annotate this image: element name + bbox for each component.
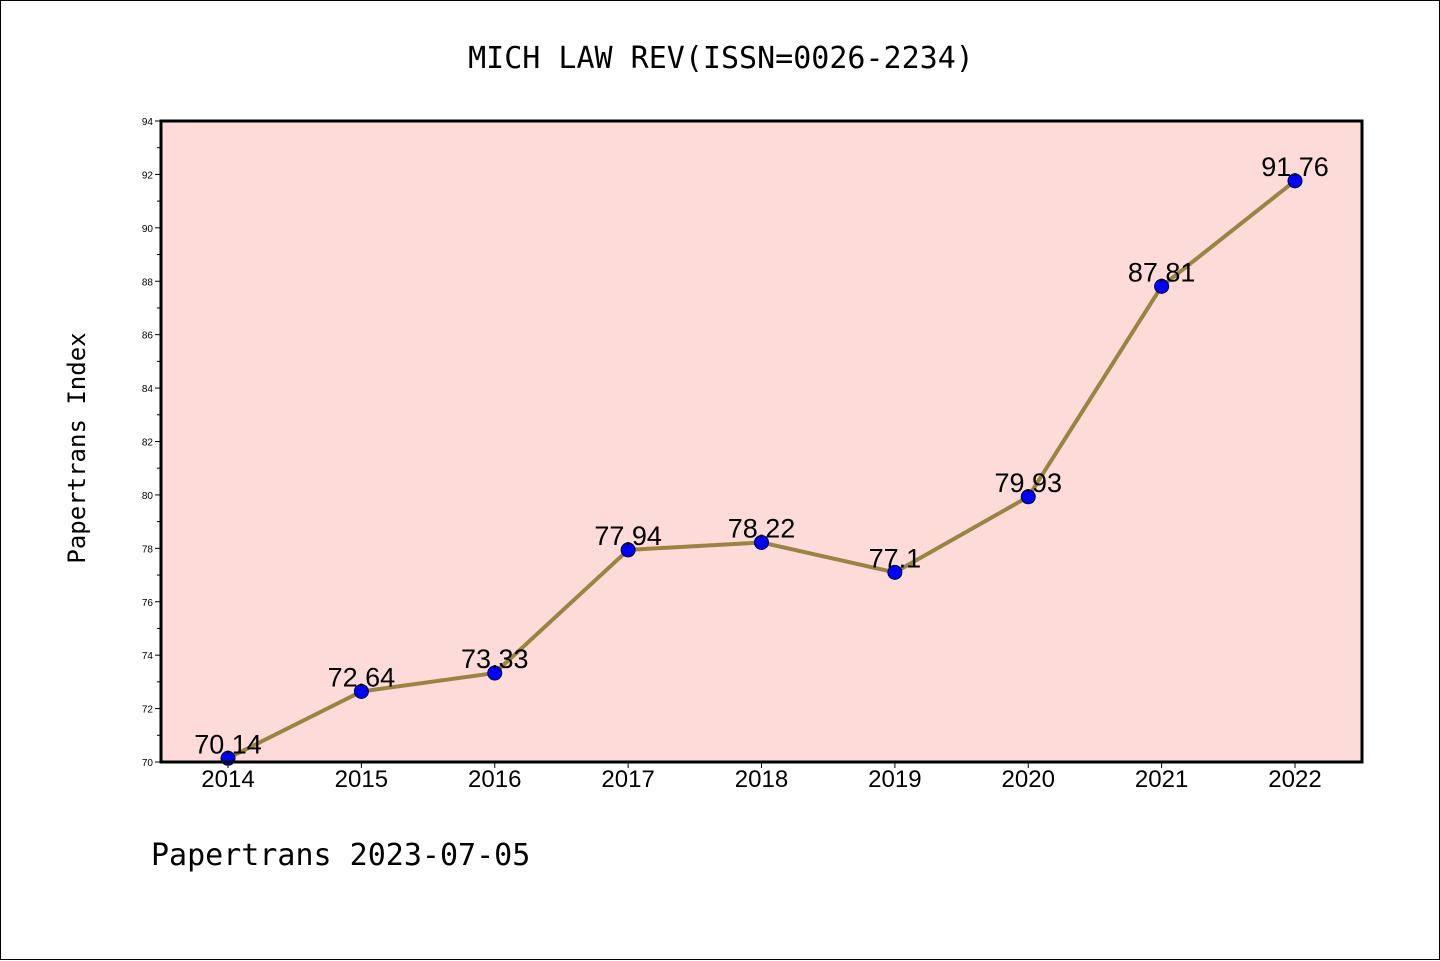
y-tick-label: 92 [142,170,154,181]
data-label-2015: 72.64 [328,662,396,692]
x-tick-label: 2019 [868,766,921,793]
y-tick-label: 94 [142,117,154,128]
footer-date: Papertrans 2023-07-05 [151,838,530,873]
plot-area [161,121,1362,762]
y-axis: 70 72 74 76 78 80 82 84 86 88 90 92 94 [142,117,161,769]
data-point-2015 [353,683,369,699]
y-tick-label: 82 [142,438,154,449]
data-point-2021 [1154,278,1170,294]
data-point-2016 [487,665,503,681]
y-tick-label: 88 [142,277,154,288]
data-label-2019: 77.1 [869,543,922,573]
data-point-2019 [887,564,903,580]
y-axis-label: Papertrans Index [63,332,91,563]
data-point-2020 [1020,489,1036,505]
x-tick-label: 2017 [601,766,654,793]
y-tick-label: 76 [142,598,154,609]
data-point-2018 [754,534,769,550]
chart-title: MICH LAW REV(ISSN=0026-2234) [468,41,974,76]
data-point-2022 [1287,173,1303,189]
x-tick-label: 2021 [1135,766,1188,793]
y-tick-label: 90 [142,224,154,235]
x-axis: 2014 2015 2016 2017 2018 2019 2020 2021 2022 [201,762,1322,793]
data-label-2021: 87.81 [1128,257,1196,287]
y-tick-label: 70 [142,758,154,769]
x-tick-label: 2015 [335,766,388,793]
y-tick-label: 72 [142,705,154,716]
x-tick-label: 2014 [201,766,254,793]
data-point-2017 [620,542,636,558]
x-tick-label: 2016 [468,766,521,793]
y-tick-label: 86 [142,331,154,342]
data-label-2020: 79.93 [994,468,1062,498]
x-tick-label: 2018 [735,766,788,793]
data-markers [220,173,1303,766]
data-label-2022: 91.76 [1261,152,1329,182]
data-labels: 70.14 72.64 73.33 77.94 78.22 77.1 79.93 87.81 9… [194,152,1329,759]
y-tick-label: 80 [142,491,154,502]
x-tick-label: 2022 [1268,766,1321,793]
data-label-2017: 77.94 [594,521,662,551]
y-tick-label: 84 [142,384,154,395]
data-label-2014: 70.14 [194,729,262,759]
y-tick-label: 78 [142,544,154,555]
y-tick-label: 74 [142,651,154,662]
plot-border [159,119,1364,764]
x-tick-label: 2020 [1002,766,1055,793]
data-label-2016: 73.33 [461,644,529,674]
data-label-2018: 78.22 [728,513,796,543]
